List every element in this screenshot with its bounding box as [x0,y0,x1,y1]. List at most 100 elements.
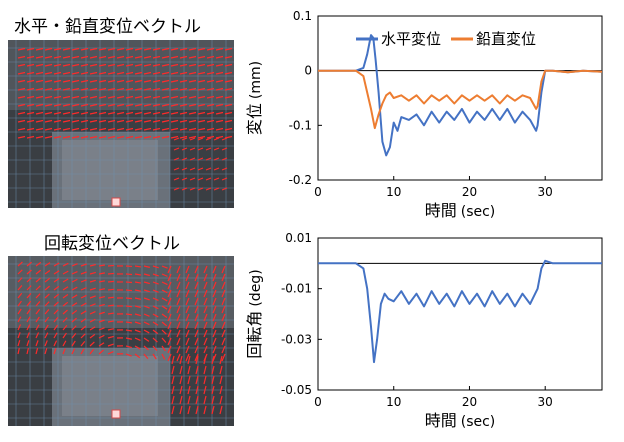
vector-arrow [125,95,134,99]
vector-arrow [187,385,191,395]
vector-arrow [62,119,71,123]
vector-arrow [203,375,207,385]
vector-arrow [134,103,143,107]
vector-arrow [206,135,215,139]
vector-arrow [152,63,161,67]
vector-arrow [98,272,106,275]
vector-arrow [89,95,98,99]
vector-arrow [80,271,87,275]
vector-arrow [185,321,190,330]
vector-arrow [125,111,134,115]
vector-arrow [143,103,152,107]
vector-arrow [221,345,226,354]
vector-arrow [35,340,39,347]
vector-arrow [71,135,80,139]
x-tick-label: 10 [386,185,401,199]
vector-arrow [203,395,207,405]
vector-arrow [71,119,80,123]
vector-arrow [161,135,170,139]
vector-arrow [134,87,143,91]
vector-arrow [203,321,208,330]
vector-arrow [197,63,206,67]
vector-arrow [143,87,152,91]
vector-arrow [213,157,220,161]
vector-arrow [125,135,134,139]
vector-arrow [116,119,125,123]
vector-arrow [107,63,116,67]
vector-arrow [62,79,71,83]
vector-arrow [107,350,114,355]
vector-arrow [53,87,62,91]
vector-arrow [215,103,224,107]
vector-arrow [116,111,125,115]
vector-arrow [89,127,98,131]
vector-arrow [26,71,35,75]
vector-arrow [181,157,188,161]
vector-arrow [176,321,181,330]
vector-arrow [185,297,190,306]
vector-arrow [143,353,149,359]
vector-arrow [134,265,142,268]
vector-arrow [181,147,188,151]
vector-arrow [194,273,199,282]
vector-arrow [89,295,96,299]
vector-arrow [26,55,35,59]
vector-arrow [143,289,150,293]
vector-arrow [53,278,60,283]
vector-arrow [176,273,181,282]
vector-arrow [107,320,115,323]
vector-arrow [203,273,208,282]
vector-arrow [206,71,215,75]
vector-arrow [211,385,215,395]
vector-arrow [107,87,116,91]
vector-arrow [89,47,98,51]
vector-arrow [176,297,181,306]
vector-arrow [170,127,179,131]
vector-arrow [26,285,32,291]
vector-arrow [80,71,89,75]
vector-arrow [98,71,107,75]
vector-arrow [194,265,199,274]
vector-arrow [212,337,217,346]
vector-arrow [125,289,133,292]
vector-arrow [17,63,26,67]
vector-arrow [179,405,183,415]
vector-arrow [203,297,208,306]
vector-arrow [161,353,166,360]
vector-arrow [98,280,105,283]
vector-arrow [167,289,172,298]
vector-arrow [213,147,220,151]
vector-arrow [107,127,116,131]
vector-arrow [170,87,179,91]
vector-arrow [107,343,114,347]
vector-arrow [143,297,150,301]
vector-arrow [53,270,60,275]
vector-arrow [134,79,143,83]
vector-arrow [167,281,172,290]
vector-arrow [71,278,78,283]
vector-arrow [89,111,98,115]
vector-arrow [224,79,233,83]
vector-arrow [44,111,53,115]
vector-arrow [152,127,161,131]
vector-arrow [17,324,22,331]
vector-arrow [213,137,220,141]
vector-arrow [125,71,134,75]
vector-arrow [62,294,69,299]
vector-arrow [17,55,26,59]
vector-arrow [80,318,87,323]
vector-arrow [215,135,224,139]
vector-arrow [185,345,190,354]
vector-arrow [171,365,175,375]
vector-arrow [17,127,26,131]
vector-arrow [221,313,226,322]
vector-arrow [62,317,68,323]
vector-arrow [221,305,226,314]
vector-arrow [53,262,60,267]
vector-arrow [179,63,188,67]
vector-arrow [35,111,44,115]
vector-arrow [195,355,199,365]
vector-arrow [71,286,78,291]
vector-arrow [62,278,69,283]
vector-arrow [62,309,68,315]
